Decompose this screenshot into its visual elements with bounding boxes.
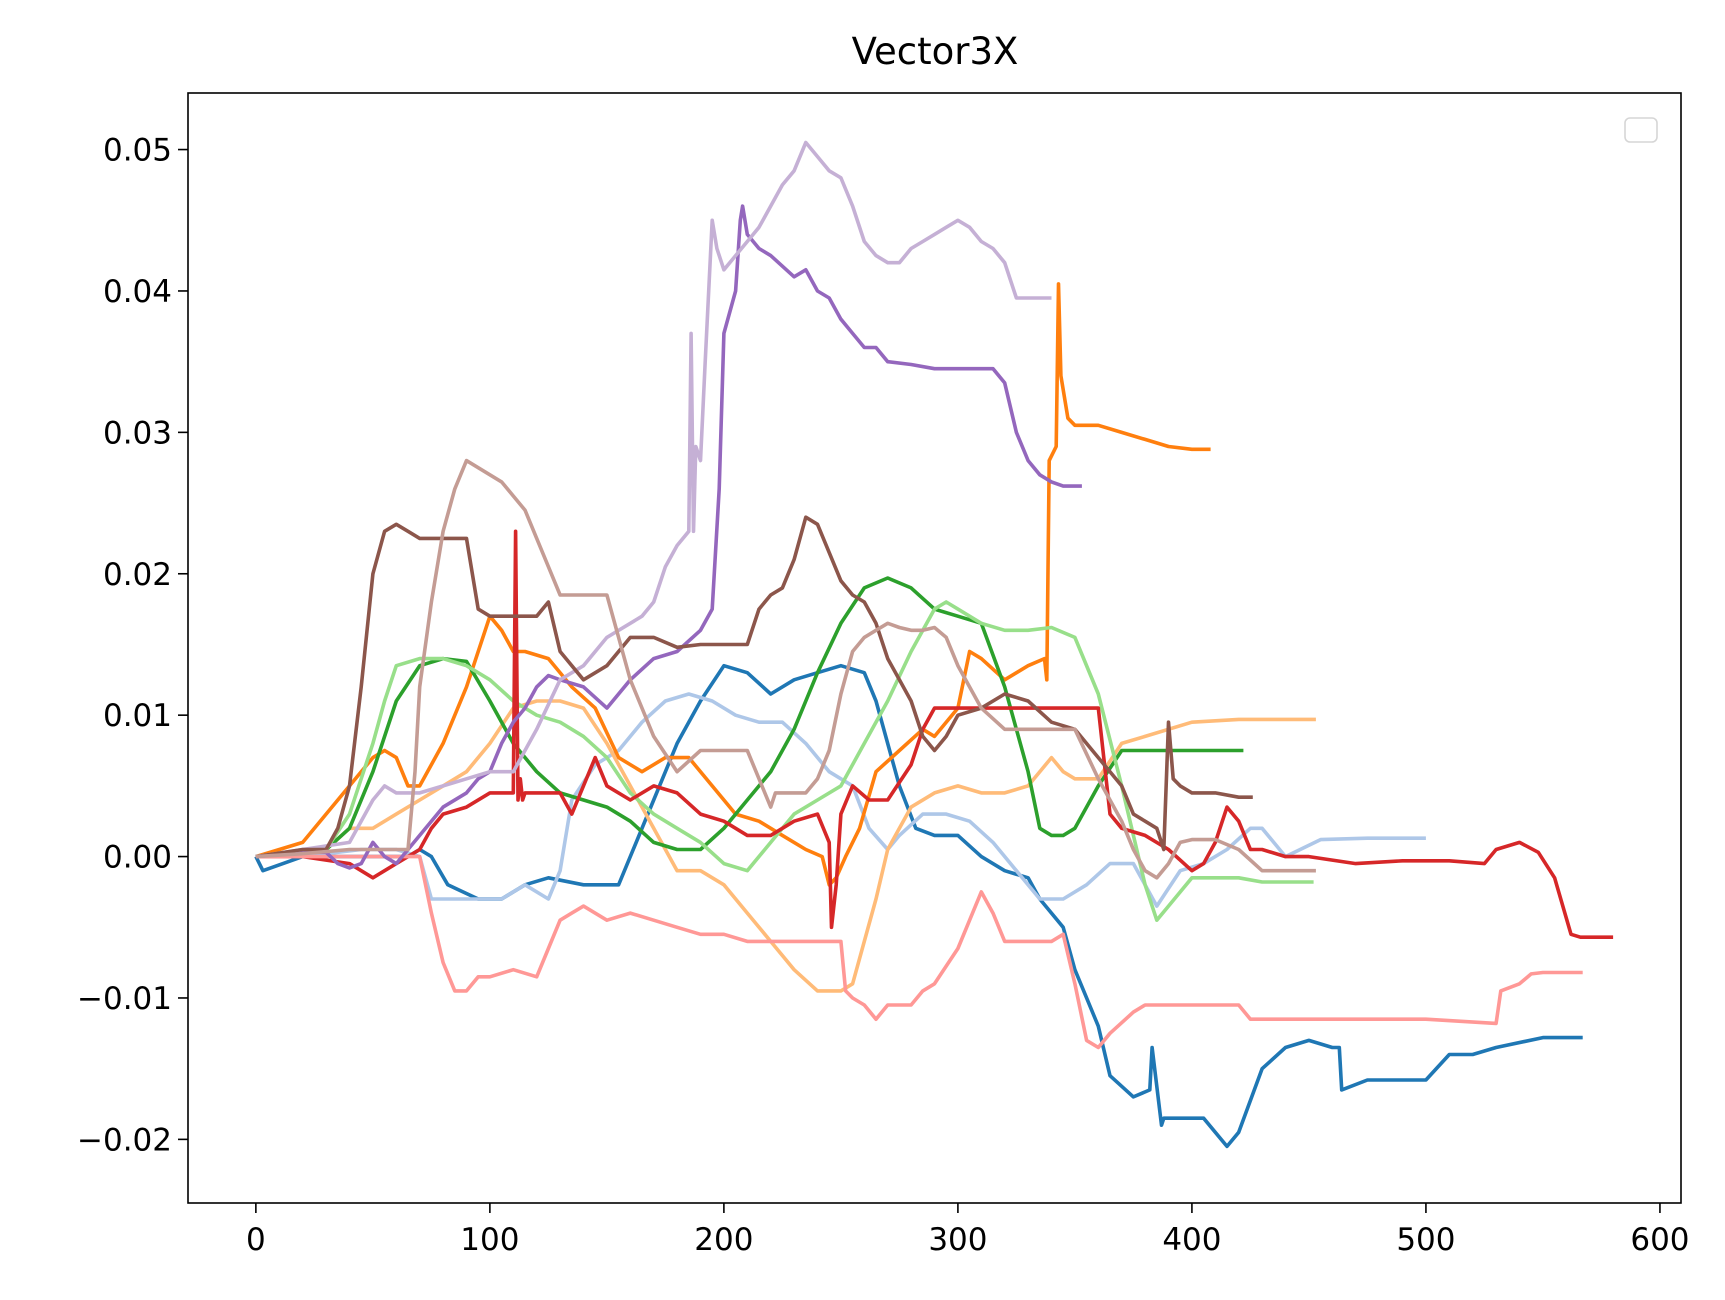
y-tick-label: 0.01 [103,698,172,734]
series-line-3 [255,282,1211,887]
series-line-8 [255,854,1583,1050]
series-layer [254,140,1614,1149]
plot-frame [187,92,1682,1204]
series-line-4 [255,699,1316,993]
x-tick-label: 100 [460,1222,519,1258]
x-tick-label: 500 [1396,1222,1455,1258]
series-line-10 [255,140,1052,859]
x-tick-label: 200 [694,1222,753,1258]
x-tick-label: 400 [1162,1222,1221,1258]
x-tick-label: 600 [1630,1222,1689,1258]
y-tick-label: −0.02 [77,1122,172,1158]
legend-box [1624,117,1658,143]
y-tick-label: 0.04 [103,274,172,310]
chart-title: Vector3X [852,30,1019,73]
series-line-9 [255,204,1082,870]
y-tick-label: 0.03 [103,415,172,451]
series-line-7 [255,529,1614,940]
y-tick-label: 0.00 [103,840,172,876]
x-tick-label: 0 [246,1222,266,1258]
series-line-6 [255,600,1314,923]
x-tick-label: 300 [928,1222,987,1258]
y-tick-label: −0.01 [77,981,172,1017]
y-tick-label: 0.05 [103,133,172,169]
series-line-2 [255,692,1426,908]
series-line-11 [255,515,1253,859]
x-axis: 0 100 200 300 400 500 600 [246,1203,1690,1258]
y-tick-label: 0.02 [103,557,172,593]
series-line-5 [255,576,1244,859]
y-axis: −0.02 −0.01 0.00 0.01 0.02 0.03 0.04 0.05 [77,133,188,1158]
series-line-12 [255,458,1316,880]
